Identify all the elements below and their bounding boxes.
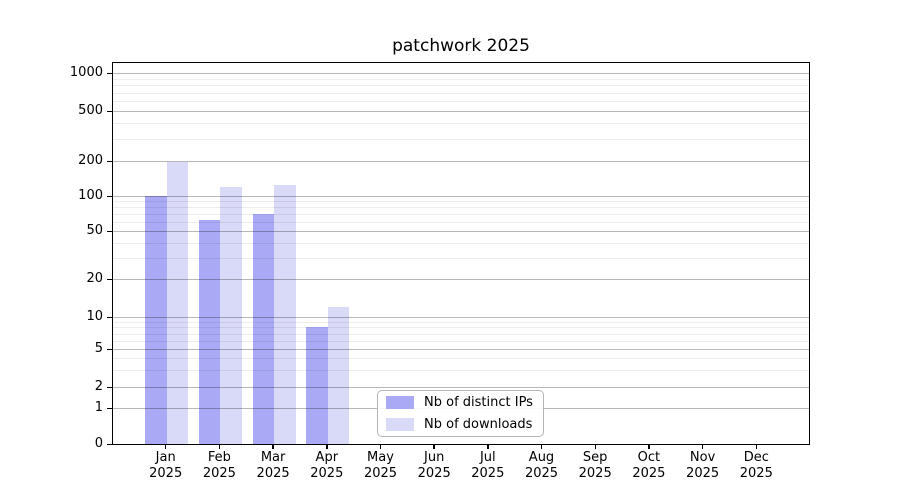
gridline-major: [113, 161, 809, 162]
y-tick-mark: [107, 110, 112, 112]
gridline-major: [113, 196, 809, 197]
gridline-minor: [113, 138, 809, 140]
y-tick-mark: [107, 195, 112, 197]
y-tick-label: 10: [86, 309, 103, 324]
legend-swatch-distinct-ips-icon: [386, 396, 414, 409]
y-tick-mark: [107, 72, 112, 74]
legend-label-distinct-ips: Nb of distinct IPs: [424, 395, 533, 410]
y-tick-label: 500: [78, 103, 103, 118]
x-tick-mark: [648, 445, 650, 449]
y-tick-mark: [107, 386, 112, 388]
gridline-minor: [113, 207, 809, 209]
y-tick-label: 2: [94, 379, 103, 394]
x-tick-mark: [701, 445, 704, 449]
x-tick-label-nov: Nov 2025: [686, 450, 720, 481]
gridline-minor: [113, 214, 809, 215]
x-tick-label-mar: Mar 2025: [256, 450, 290, 481]
x-tick-label-may: May 2025: [363, 450, 398, 481]
x-tick-label-oct: Oct 2025: [632, 450, 666, 481]
x-tick-mark: [540, 445, 543, 449]
legend-item-downloads: Nb of downloads: [386, 417, 535, 432]
gridline-minor: [113, 101, 809, 102]
y-tick-mark: [107, 316, 112, 318]
plot-area: [112, 62, 810, 445]
y-tick-mark: [107, 443, 112, 445]
gridline-major: [113, 73, 809, 74]
x-tick-mark: [755, 445, 758, 449]
x-tick-label-dec: Dec 2025: [739, 450, 773, 481]
chart-title: patchwork 2025: [392, 36, 530, 56]
gridline-minor: [113, 92, 809, 94]
y-tick-mark: [107, 407, 112, 409]
x-tick-mark: [272, 445, 274, 449]
gridline-major: [113, 111, 809, 112]
bar-downloads-jan: [166, 162, 189, 444]
legend-swatch-downloads-icon: [386, 418, 414, 431]
bar-downloads-apr: [327, 307, 350, 444]
y-tick-mark: [107, 160, 112, 162]
y-tick-label: 1000: [69, 65, 103, 80]
x-tick-mark: [433, 445, 435, 449]
y-tick-label: 100: [78, 188, 103, 203]
gridline-minor: [113, 201, 809, 203]
x-tick-label-jun: Jun 2025: [417, 450, 451, 481]
x-tick-label-jul: Jul 2025: [471, 450, 505, 481]
bar-distinct-ips-apr: [306, 327, 328, 444]
x-tick-mark: [164, 445, 167, 449]
y-tick-label: 20: [86, 271, 103, 286]
y-tick-mark: [107, 230, 112, 232]
x-tick-mark: [326, 445, 328, 449]
y-tick-label: 5: [94, 341, 103, 356]
x-tick-label-sep: Sep 2025: [578, 450, 612, 481]
bar-distinct-ips-mar: [252, 214, 275, 444]
y-tick-label: 1: [94, 400, 103, 415]
x-tick-label-apr: Apr 2025: [310, 450, 344, 481]
x-tick-mark: [487, 445, 489, 449]
gridline-minor: [113, 85, 809, 87]
bar-downloads-mar: [274, 185, 296, 444]
y-tick-label: 0: [94, 436, 103, 451]
legend: Nb of distinct IPs Nb of downloads: [377, 390, 544, 437]
x-tick-mark: [218, 445, 221, 449]
x-tick-mark: [379, 445, 382, 449]
y-tick-mark: [107, 278, 112, 280]
legend-item-distinct-ips: Nb of distinct IPs: [386, 395, 535, 410]
bar-downloads-feb: [220, 186, 242, 444]
x-tick-label-jan: Jan 2025: [149, 450, 183, 481]
legend-label-downloads: Nb of downloads: [424, 417, 533, 432]
x-tick-label-aug: Aug 2025: [524, 450, 559, 481]
bar-distinct-ips-jan: [145, 196, 167, 444]
y-tick-label: 50: [86, 223, 103, 238]
x-tick-label-feb: Feb 2025: [202, 450, 236, 481]
gridline-minor: [113, 123, 809, 125]
y-tick-mark: [107, 348, 112, 350]
bar-distinct-ips-feb: [198, 220, 221, 444]
gridline-minor: [113, 78, 809, 80]
x-tick-mark: [594, 445, 596, 449]
y-tick-label: 200: [78, 153, 103, 168]
